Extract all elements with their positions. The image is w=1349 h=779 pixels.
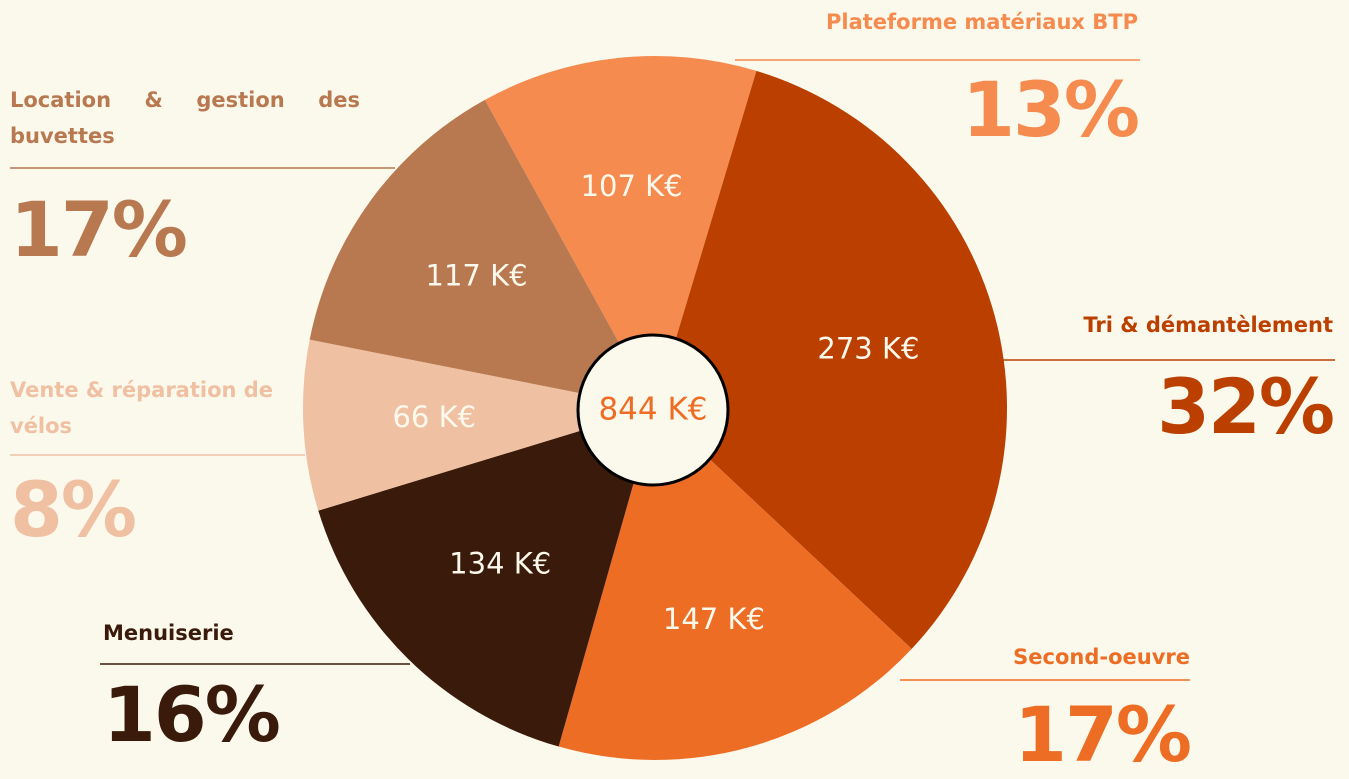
slice-value-label: 107 K€ bbox=[581, 169, 683, 203]
total-label: 844 K€ bbox=[598, 392, 707, 428]
share-label: 8% bbox=[10, 465, 137, 554]
category-label: Second-oeuvre bbox=[1013, 645, 1190, 669]
pie-slice bbox=[309, 99, 655, 408]
slice-value-label: 147 K€ bbox=[663, 602, 765, 636]
share-label: 17% bbox=[10, 185, 188, 274]
category-label: Plateforme matériaux BTP bbox=[826, 10, 1138, 34]
pie-slice bbox=[484, 56, 757, 408]
slice-value-label: 66 K€ bbox=[392, 400, 476, 434]
slice-value-label: 117 K€ bbox=[426, 259, 528, 293]
category-label: Tri & démantèlement bbox=[1083, 313, 1333, 337]
share-label: 17% bbox=[1014, 690, 1192, 779]
center-circle bbox=[576, 333, 730, 487]
pie-slice bbox=[655, 70, 1008, 649]
pie-slice bbox=[303, 339, 655, 511]
share-label: 16% bbox=[103, 670, 281, 759]
category-label: Vente & réparation de vélos bbox=[10, 378, 274, 438]
category-label: Menuiserie bbox=[103, 621, 234, 645]
share-label: 32% bbox=[1157, 362, 1335, 451]
slice-value-label: 134 K€ bbox=[449, 547, 551, 581]
category-label: Location & gestion des buvettes bbox=[10, 88, 360, 148]
pie-slice bbox=[558, 408, 912, 760]
share-label: 13% bbox=[962, 65, 1140, 154]
slice-value-label: 273 K€ bbox=[817, 332, 919, 366]
pie-slice bbox=[318, 408, 655, 747]
